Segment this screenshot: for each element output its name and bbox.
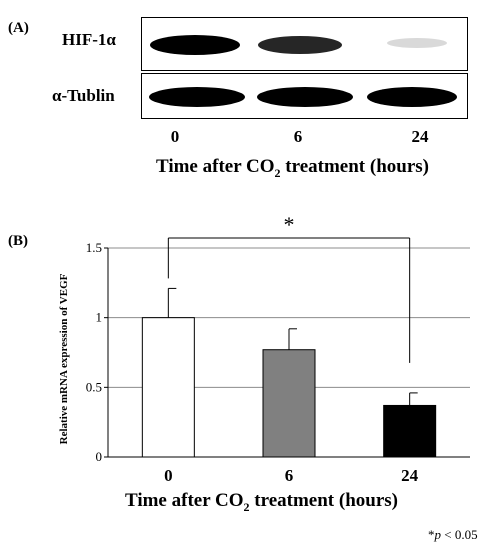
blot-band [258,36,342,54]
bar [383,404,437,458]
bar [262,349,316,458]
x-title-rest: treatment (hours) [280,156,429,177]
x-title-subscript: 2 [274,165,281,180]
footnote-threshold: < 0.05 [441,527,478,542]
x-tick-label: 0 [164,466,173,485]
blot-band [150,35,240,55]
footnote-star: * [428,527,435,542]
y-axis-label: Relative mRNA expression of VEGF [58,273,70,444]
x-title-rest: treatment (hours) [249,490,398,511]
blot-row-label-hif: HIF-1α [62,30,116,49]
x-title-main: Time after CO [156,156,275,177]
x-tick-label: 24 [401,466,419,485]
blot-bands-hif [150,35,447,55]
lane-label: 24 [411,127,429,146]
blot-row-label-tublin: α-Tublin [52,86,115,105]
y-tick-label: 0.5 [86,379,102,394]
blot-strip-tublin [141,73,468,119]
blot-band [149,87,245,107]
panel-b-label: (B) [8,233,28,249]
footnote-p: p [434,527,442,542]
x-tick-label: 6 [285,466,294,485]
blot-band [387,38,447,48]
blot-band [367,87,457,107]
x-title-main: Time after CO [125,490,244,511]
significance-star: * [284,212,295,237]
panel-a-label: (A) [8,20,29,36]
blot-band [257,87,353,107]
panel-b-x-axis-title: Time after CO2 treatment (hours) [125,490,398,515]
y-tick-label: 0 [96,449,103,464]
blot-strip-hif [141,17,468,71]
y-tick-label: 1.5 [86,240,102,255]
lane-label: 0 [170,127,180,146]
bar [141,317,195,458]
blot-bands-tublin [149,87,457,107]
panel-a-x-axis-title: Time after CO2 treatment (hours) [156,156,429,181]
lane-label: 6 [293,127,303,146]
significance-footnote: *p < 0.05 [428,527,478,543]
y-tick-label: 1 [96,310,103,325]
x-title-subscript: 2 [243,499,250,514]
